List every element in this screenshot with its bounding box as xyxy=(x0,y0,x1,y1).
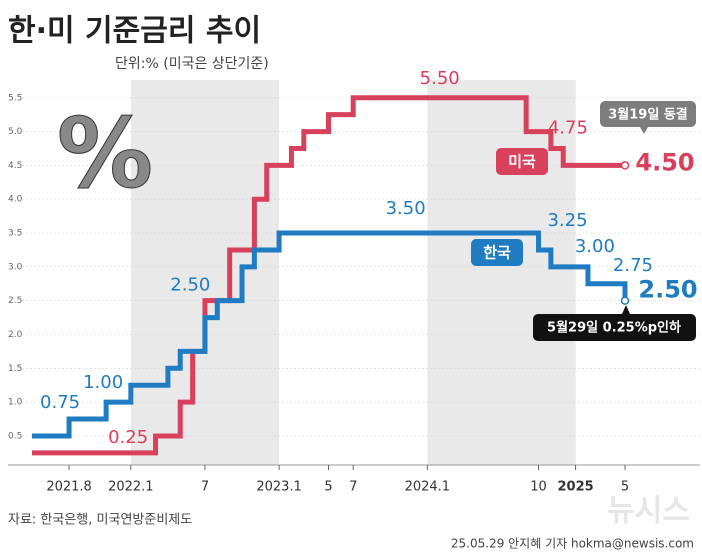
y-tick-label: 3.5 xyxy=(8,229,22,239)
year-band xyxy=(130,80,280,465)
x-tick-label: 2025 xyxy=(557,480,593,495)
value-label: 0.25 xyxy=(108,427,148,448)
y-tick-label: 4.5 xyxy=(8,161,22,171)
plot: 0.25 5.50 4.75 4.50 미국 0.751.00 2.50 3.50 3.25 3.… xyxy=(32,68,698,456)
x-tick-label: 5 xyxy=(324,480,332,495)
y-tick-label: 2.0 xyxy=(8,330,23,340)
value-label: 4.75 xyxy=(548,117,588,138)
legend-box xyxy=(471,239,523,266)
credit: 25.05.29 안지혜 기자 hokma@newsis.com xyxy=(451,537,694,551)
y-tick-label: 1.0 xyxy=(8,398,23,408)
annotation-box xyxy=(533,314,696,341)
y-tick-label: 5.5 xyxy=(8,93,22,103)
legend-box xyxy=(496,148,548,175)
annotation-box xyxy=(600,101,696,127)
value-label: 0.75 xyxy=(40,392,80,413)
y-tick-label: 3.0 xyxy=(8,262,23,272)
watermark: 뉴시스 xyxy=(607,494,690,529)
x-tick-label: 7 xyxy=(349,480,357,495)
legend-label: 한국 xyxy=(483,244,511,262)
x-tick-label: 2023.1 xyxy=(256,480,302,495)
x-tick-label: 2021.8 xyxy=(46,480,92,495)
annotation: 5월29일 0.25%p인하 xyxy=(547,320,681,336)
value-label: 3.50 xyxy=(386,198,426,219)
y-tick-label: 2.5 xyxy=(8,296,22,306)
annotation: 3월19일 동결 xyxy=(608,107,688,123)
percent-icon: % xyxy=(57,97,153,209)
chart-subtitle: 단위:% (미국은 상단기준) xyxy=(115,56,269,72)
grid: 0.5 1.0 1.5 2.0 2.5 3.0 3.5 4.0 4.5 5.0 5.5 2021.8 2… xyxy=(8,93,700,495)
value-label: 2.75 xyxy=(613,255,653,276)
annotation-pointer xyxy=(640,127,648,134)
x-tick-label: 5 xyxy=(621,480,629,495)
value-label: 4.50 xyxy=(635,148,694,176)
x-tick-label: 10 xyxy=(530,480,547,495)
value-label: 5.50 xyxy=(420,68,460,89)
value-label: 3.25 xyxy=(547,210,587,231)
value-label: 2.50 xyxy=(170,275,210,296)
x-tick-label: 2024.1 xyxy=(405,480,451,495)
source: 자료: 한국은행, 미국연방준비제도 xyxy=(8,512,192,528)
legend-label: 미국 xyxy=(508,153,536,171)
y-tick-label: 5.0 xyxy=(8,127,23,137)
end-dot xyxy=(620,161,630,170)
y-tick-label: 0.5 xyxy=(8,431,22,441)
chart-title: 한·미 기준금리 추이 xyxy=(8,14,261,49)
series-line xyxy=(32,95,625,456)
y-tick-label: 1.5 xyxy=(8,364,22,374)
end-dot xyxy=(620,296,630,305)
value-label: 3.00 xyxy=(575,236,615,257)
x-tick-label: 2022.1 xyxy=(108,480,154,495)
series-line xyxy=(32,230,628,439)
value-label: 2.50 xyxy=(638,276,697,304)
value-label: 1.00 xyxy=(83,372,123,393)
annotation-pointer xyxy=(622,305,630,314)
y-tick-label: 4.0 xyxy=(8,195,23,205)
x-tick-label: 7 xyxy=(201,480,209,495)
